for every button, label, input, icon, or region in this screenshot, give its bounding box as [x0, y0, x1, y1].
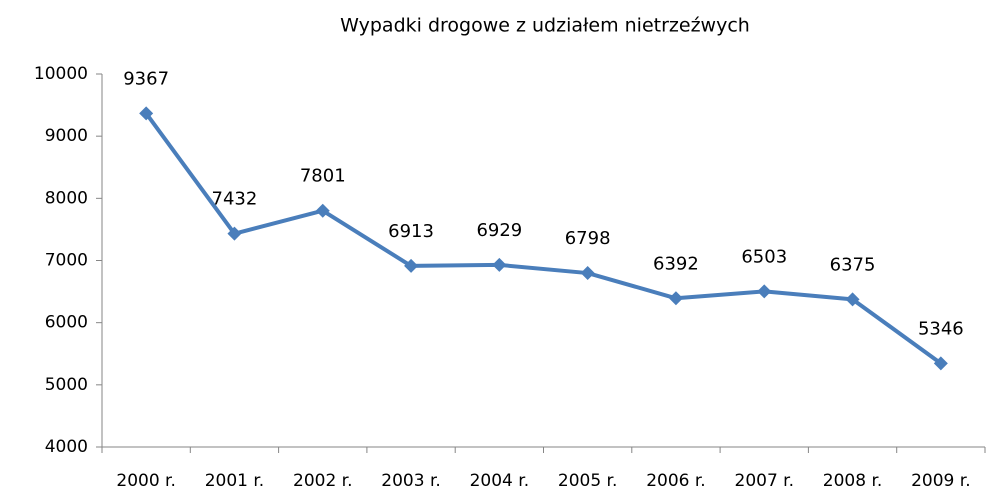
- data-label: 6913: [388, 221, 434, 242]
- x-tick-label: 2007 r.: [735, 471, 795, 491]
- marker: [933, 356, 948, 371]
- data-label: 6375: [830, 254, 876, 275]
- x-tick-label: 2000 r.: [116, 471, 176, 491]
- y-tick-label: 4000: [45, 437, 88, 457]
- y-tick-label: 8000: [45, 188, 88, 208]
- data-label: 7432: [212, 189, 258, 210]
- x-tick-label: 2006 r.: [646, 471, 706, 491]
- marker: [580, 266, 595, 281]
- marker: [492, 257, 507, 272]
- x-tick-label: 2009 r.: [911, 471, 971, 491]
- marker: [404, 258, 419, 273]
- data-label: 9367: [123, 68, 169, 89]
- data-label: 7801: [300, 166, 346, 187]
- data-label: 6798: [565, 228, 611, 249]
- marker: [139, 106, 154, 121]
- x-tick-label: 2004 r.: [470, 471, 530, 491]
- y-tick-label: 6000: [45, 313, 88, 333]
- marker: [845, 292, 860, 307]
- x-tick-label: 2003 r.: [381, 471, 441, 491]
- x-tick-label: 2005 r.: [558, 471, 618, 491]
- y-tick-label: 5000: [45, 375, 88, 395]
- data-label: 5346: [918, 318, 964, 339]
- marker: [668, 291, 683, 306]
- marker: [315, 203, 330, 218]
- chart-title: Wypadki drogowe z udziałem nietrzeźwych: [340, 15, 750, 37]
- x-tick-label: 2001 r.: [205, 471, 265, 491]
- y-tick-label: 7000: [45, 251, 88, 271]
- data-label: 6929: [476, 220, 522, 241]
- y-tick-label: 10000: [34, 64, 88, 84]
- data-label: 6392: [653, 253, 699, 274]
- y-tick-label: 9000: [45, 126, 88, 146]
- line: [144, 112, 943, 365]
- x-tick-label: 2008 r.: [823, 471, 883, 491]
- x-tick-label: 2002 r.: [293, 471, 353, 491]
- marker: [757, 284, 772, 299]
- data-label: 6503: [741, 246, 787, 267]
- marker: [227, 226, 242, 241]
